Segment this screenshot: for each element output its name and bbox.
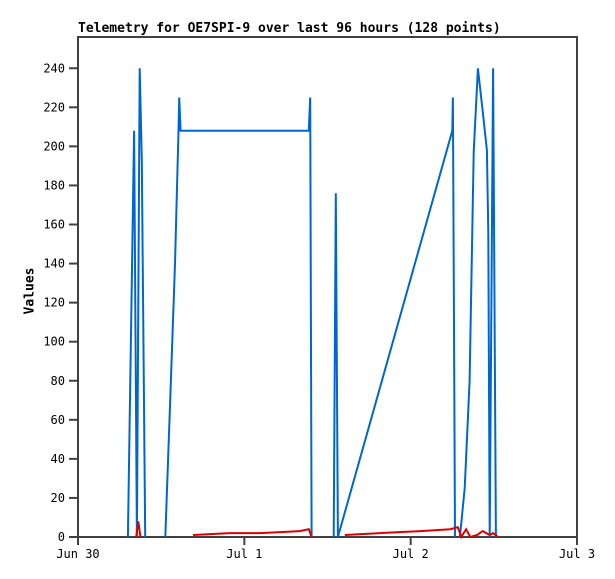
y-tick-label: 180 <box>43 178 65 192</box>
y-tick-label: 220 <box>43 100 65 114</box>
y-tick-label: 200 <box>43 139 65 153</box>
y-tick-label: 120 <box>43 296 65 310</box>
y-tick-label: 0 <box>58 530 65 544</box>
red-series-line <box>344 525 499 540</box>
y-tick-label: 80 <box>51 374 65 388</box>
blue-series-line <box>332 97 456 538</box>
y-tick-label: 60 <box>51 413 65 427</box>
blue-series-line <box>126 68 147 538</box>
blue-series-line <box>458 68 497 538</box>
x-tick-label: Jun 30 <box>56 547 99 561</box>
red-series-line <box>135 521 142 538</box>
x-tick-label: Jul 3 <box>559 547 595 561</box>
chart-title: Telemetry for OE7SPI-9 over last 96 hour… <box>78 21 501 36</box>
y-tick-label: 20 <box>51 491 65 505</box>
plot-border <box>77 36 578 538</box>
y-tick-label: 160 <box>43 218 65 232</box>
x-tick-label: Jul 1 <box>226 547 262 561</box>
y-tick-label: 240 <box>43 61 65 75</box>
y-tick-label: 40 <box>51 452 65 466</box>
y-tick-label: 140 <box>43 257 65 271</box>
x-tick-label: Jul 2 <box>393 547 429 561</box>
blue-series-line <box>164 97 313 538</box>
red-series-line <box>192 528 313 538</box>
y-tick-label: 100 <box>43 335 65 349</box>
